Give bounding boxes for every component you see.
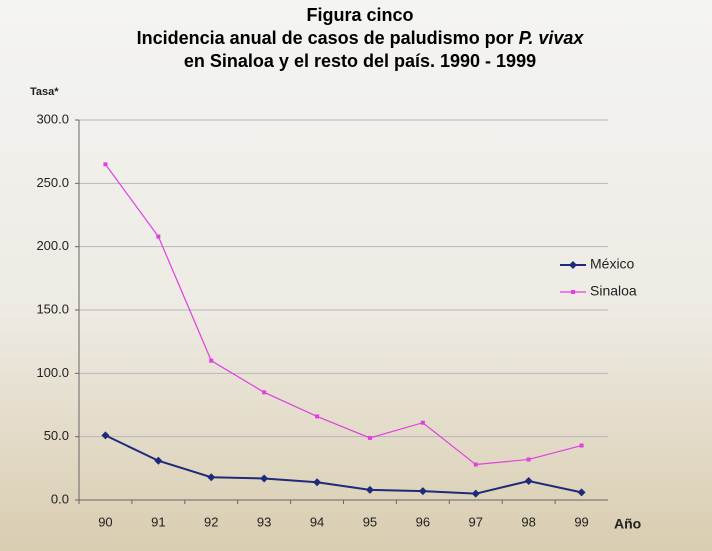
point [156,234,161,239]
x-tick-label: 95 [363,514,377,529]
x-tick-label: 92 [204,514,218,529]
legend-label: Sinaloa [590,283,637,299]
title-part: Incidencia anual de casos de paludismo p… [137,28,514,48]
point [207,473,216,482]
point [526,457,531,462]
y-tick-label: 200.0 [36,238,69,253]
point [418,487,427,496]
point [524,477,533,485]
point [103,162,108,167]
y-tick-label: 150.0 [36,301,69,316]
y-tick-label: 0.0 [51,491,69,506]
series-line [104,163,582,466]
point [365,485,374,494]
y-tick-label: 250.0 [36,175,69,190]
x-tick-label: 98 [521,514,535,529]
x-tick-label: 91 [151,514,165,529]
x-tick-label: 94 [310,514,324,529]
y-tick-label: 300.0 [36,111,69,126]
chart-title: Incidencia anual de casos de paludismo p… [137,28,585,48]
point [315,414,320,419]
x-tick-label: 96 [416,514,430,529]
title-part: P. vivax [519,28,585,48]
legend-marker [571,290,575,294]
point [313,478,322,487]
y-axis-label: Tasa* [30,86,59,98]
point [260,474,269,483]
x-tick-label: 97 [469,514,483,529]
point [101,431,110,440]
point [154,456,163,465]
point [262,390,267,395]
point [471,489,480,498]
point [209,358,214,363]
legend-label: México [590,256,635,272]
x-tick-label: 93 [257,514,271,529]
point [367,435,372,440]
legend-marker [569,261,577,269]
y-tick-label: 50.0 [44,428,69,443]
chart-title: en Sinaloa y el resto del país. 1990 - 1… [184,51,536,71]
point [420,420,425,425]
x-tick-label: 90 [98,514,112,529]
x-axis-label: Año [614,516,641,532]
y-tick-label: 100.0 [36,365,69,380]
chart-title: Figura cinco [306,5,413,25]
x-tick-label: 99 [574,514,588,529]
point [579,443,584,448]
series-line [105,434,582,495]
point [473,462,478,467]
point [577,488,586,497]
